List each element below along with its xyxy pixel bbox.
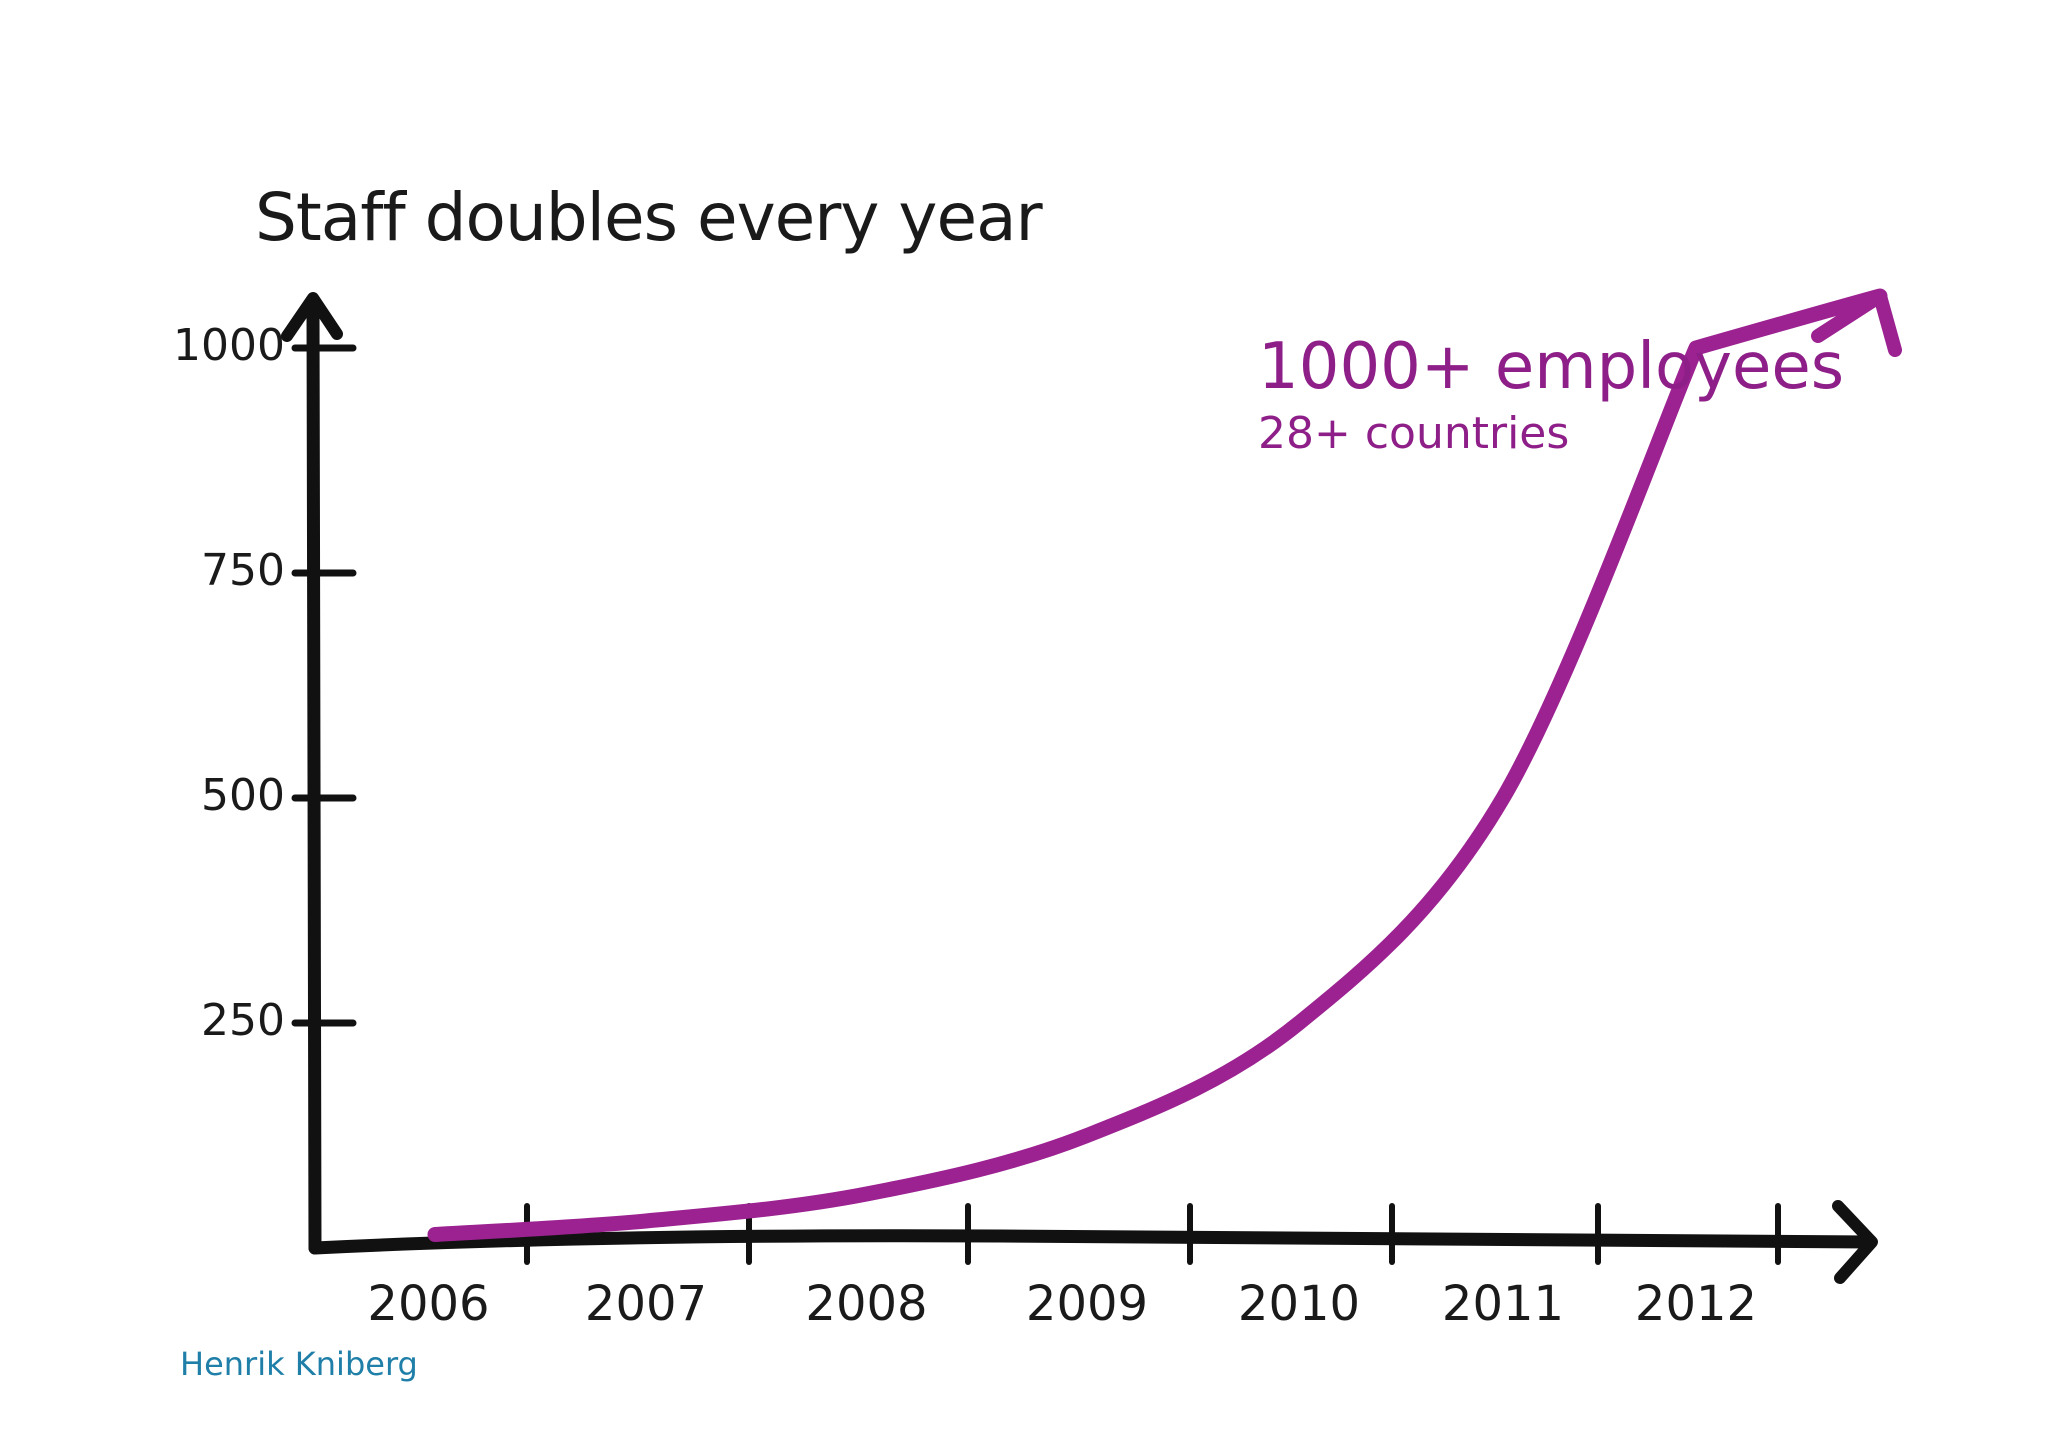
y-tick-label: 500: [201, 770, 285, 821]
y-axis-ticks: 250 500 750 1000: [173, 320, 357, 1046]
y-axis-arrowhead: [281, 292, 343, 342]
x-axis-ticks: 2006 2007 2008 2009 2010 2011 2012: [367, 1203, 1781, 1332]
x-tick-label: 2012: [1635, 1276, 1757, 1332]
y-tick-label: 1000: [173, 320, 285, 371]
x-tick-label: 2006: [367, 1276, 489, 1332]
x-axis-line: [308, 1229, 1877, 1255]
chart-title: Staff doubles every year: [255, 179, 1044, 256]
y-axis-line: [306, 299, 322, 1255]
y-tick-label: 750: [201, 545, 285, 596]
series-line: [427, 288, 1888, 1242]
x-tick-label: 2009: [1026, 1276, 1148, 1332]
x-tick-label: 2010: [1238, 1276, 1360, 1332]
series-layer: [427, 288, 1902, 1242]
author-credit: Henrik Kniberg: [180, 1345, 418, 1383]
x-tick-label: 2011: [1442, 1276, 1564, 1332]
annotation-countries: 28+ countries: [1258, 408, 1569, 459]
annotation-employees: 1000+ employees: [1258, 330, 1844, 404]
x-tick-label: 2007: [585, 1276, 707, 1332]
x-axis-arrowhead: [1832, 1200, 1878, 1284]
y-tick-label: 250: [201, 995, 285, 1046]
series-arrowhead: [1811, 289, 1902, 357]
chart-axes: [281, 292, 1878, 1284]
x-tick-label: 2008: [805, 1276, 927, 1332]
